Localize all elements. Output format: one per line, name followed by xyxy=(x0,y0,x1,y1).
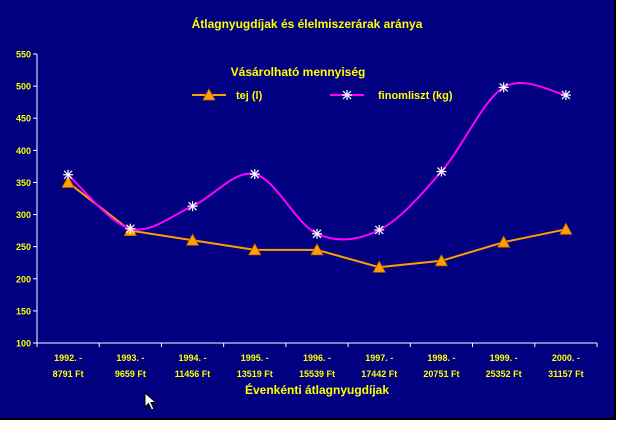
legend-label: finomliszt (kg) xyxy=(378,90,453,102)
x-tick-label: 15539 Ft xyxy=(299,369,335,379)
x-tick-label: 31157 Ft xyxy=(548,369,584,379)
y-tick-label: 550 xyxy=(16,50,31,60)
data-point xyxy=(125,223,136,234)
legend-marker xyxy=(202,88,216,101)
x-tick-label: 25352 Ft xyxy=(486,369,522,379)
data-point xyxy=(434,253,449,267)
legend-title: Vásárolható mennyiség xyxy=(231,65,366,79)
y-tick-label: 450 xyxy=(16,114,31,124)
x-tick-label: 1994. - xyxy=(179,353,207,363)
legend-marker xyxy=(342,90,352,100)
x-tick-label: 9659 Ft xyxy=(115,369,146,379)
y-tick-label: 300 xyxy=(16,210,31,220)
x-tick-label: 1996. - xyxy=(303,353,331,363)
y-tick-label: 350 xyxy=(16,178,31,188)
x-axis-title: Évenkénti átlagnyugdíjak xyxy=(244,383,390,397)
y-tick-label: 150 xyxy=(16,306,31,316)
legend-label: tej (l) xyxy=(236,90,263,102)
data-point xyxy=(248,243,262,256)
data-point xyxy=(61,175,75,188)
x-tick-label: 1992. - xyxy=(54,353,82,363)
x-tick-label: 11456 Ft xyxy=(175,369,211,379)
y-tick-label: 200 xyxy=(16,274,31,284)
chart-title: Átlagnyugdíjak és élelmiszerárak aránya xyxy=(191,17,423,31)
x-tick-label: 13519 Ft xyxy=(237,369,273,379)
y-tick-label: 100 xyxy=(16,339,31,349)
data-point xyxy=(496,235,511,248)
x-tick-label: 1998. - xyxy=(427,353,455,363)
data-point xyxy=(185,233,200,246)
data-point xyxy=(312,228,322,239)
y-tick-label: 250 xyxy=(16,242,31,252)
data-point xyxy=(310,243,324,256)
x-tick-label: 1997. - xyxy=(365,353,393,363)
data-point xyxy=(560,90,571,101)
data-point xyxy=(559,222,573,235)
mouse-cursor-icon xyxy=(144,392,158,411)
x-tick-label: 8791 Ft xyxy=(53,369,84,379)
x-tick-label: 1993. - xyxy=(116,353,144,363)
x-tick-label: 1999. - xyxy=(490,353,518,363)
data-point xyxy=(374,224,385,235)
x-tick-label: 17442 Ft xyxy=(361,369,397,379)
x-tick-label: 20751 Ft xyxy=(423,369,459,379)
x-tick-label: 2000. - xyxy=(552,353,580,363)
data-point xyxy=(372,260,386,273)
y-tick-label: 500 xyxy=(16,82,31,92)
series-line-1 xyxy=(67,82,567,241)
data-point xyxy=(249,169,260,180)
data-point xyxy=(187,201,198,212)
x-tick-label: 1995. - xyxy=(241,353,269,363)
data-point xyxy=(498,82,509,93)
data-point xyxy=(436,166,447,177)
data-point xyxy=(63,169,74,180)
y-tick-label: 400 xyxy=(16,146,31,156)
